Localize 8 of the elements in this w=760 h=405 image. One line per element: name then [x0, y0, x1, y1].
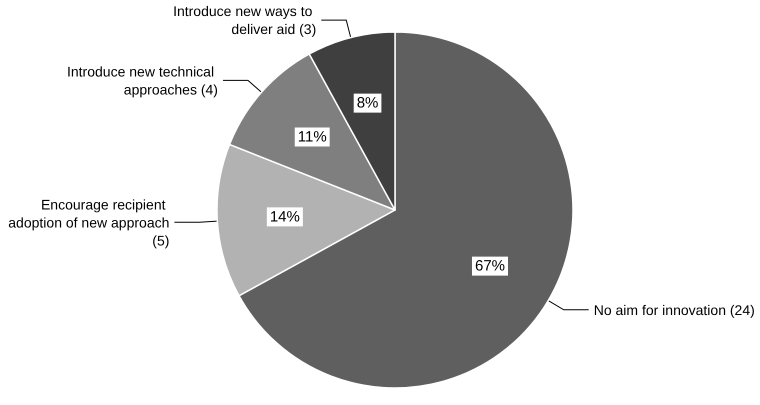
slice-label: No aim for innovation (24)	[594, 302, 755, 318]
data-label: 11%	[298, 128, 327, 146]
data-label: 14%	[270, 208, 300, 226]
slice-label: Introduce new ways to deliver aid (3)	[173, 3, 316, 38]
data-label: 8%	[356, 94, 378, 112]
slice-label: Introduce new technical approaches (4)	[66, 63, 218, 98]
slice-label: Encourage recipient adoption of new approach (5)	[8, 196, 170, 248]
data-label: 67%	[474, 258, 506, 275]
